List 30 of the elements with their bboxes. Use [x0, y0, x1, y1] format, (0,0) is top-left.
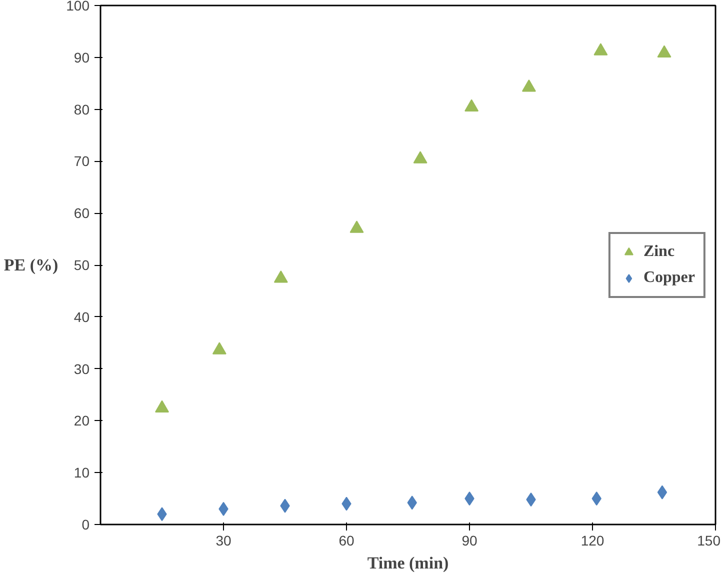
- y-tick-label: 100: [66, 0, 90, 14]
- point: [657, 45, 672, 58]
- point: [413, 151, 428, 164]
- y-tick-label: 20: [74, 412, 90, 429]
- y-tick-label: 10: [74, 464, 90, 481]
- point: [464, 99, 479, 112]
- y-tick-label: 30: [74, 360, 90, 377]
- legend-label: Zinc: [643, 242, 675, 260]
- x-tick-label: 30: [216, 532, 232, 548]
- point: [594, 43, 608, 56]
- point: [522, 79, 536, 92]
- y-tick-label: 50: [74, 257, 90, 273]
- x-tick-label: 150: [697, 532, 721, 548]
- x-tick-label: 90: [462, 532, 478, 548]
- x-axis-title: Time (min): [367, 554, 449, 572]
- point: [350, 220, 364, 233]
- y-tick-label: 80: [74, 101, 90, 118]
- point: [657, 485, 668, 500]
- point: [212, 342, 226, 354]
- y-tick-label: 60: [74, 205, 90, 222]
- x-tick-label: 60: [338, 532, 354, 548]
- x-tick-label: 120: [580, 532, 604, 548]
- y-tick-label: 40: [74, 308, 90, 325]
- point: [155, 400, 169, 412]
- point: [274, 270, 288, 283]
- y-tick-label: 90: [74, 49, 90, 66]
- y-axis-title: PE (%): [4, 256, 58, 274]
- y-tick-label: 0: [82, 516, 90, 532]
- legend-label: Copper: [643, 268, 695, 286]
- y-tick-label: 70: [74, 153, 90, 170]
